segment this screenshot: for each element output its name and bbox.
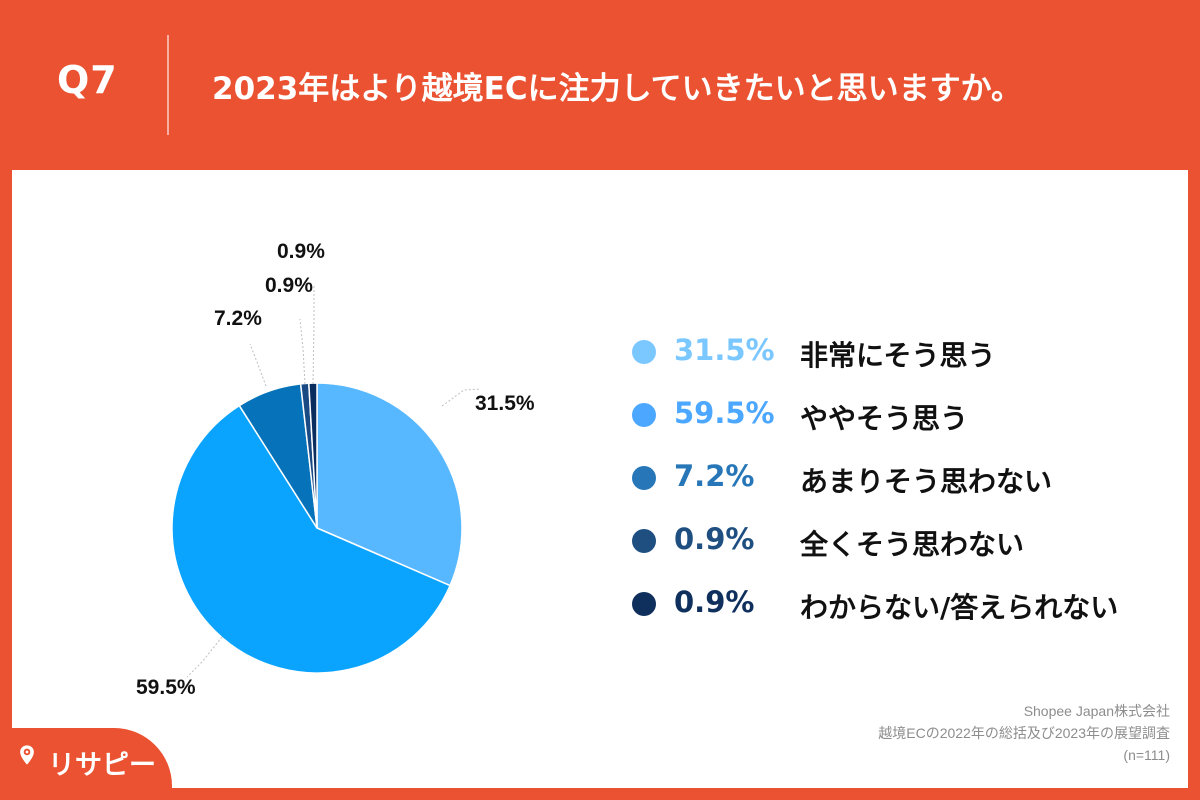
legend-label: 非常にそう思う: [800, 339, 996, 372]
slice-label: 59.5%: [136, 676, 196, 699]
legend-marker: [632, 340, 656, 364]
legend-item: 7.2% あまりそう思わない: [632, 456, 1172, 519]
pie-chart: 31.5%59.5%7.2%0.9%0.9%: [136, 240, 535, 699]
slice-label: 0.9%: [277, 240, 325, 263]
legend-item: 59.5% ややそう思う: [632, 393, 1172, 456]
pie-slice-2: [171, 404, 452, 674]
slice-label-leader: [299, 318, 306, 385]
slice-label-leader: [186, 636, 223, 678]
legend-percentage: 31.5%: [674, 333, 775, 367]
legend-marker: [632, 466, 656, 490]
question-number: Q7: [57, 58, 118, 102]
legend-marker: [632, 592, 656, 616]
legend-item: 0.9% わからない/答えられない: [632, 582, 1172, 645]
legend-marker: [632, 403, 656, 427]
source-note: Shopee Japan株式会社 越境ECの2022年の総括及び2023年の展望…: [770, 700, 1170, 766]
legend-percentage: 0.9%: [674, 585, 755, 619]
slice-label-leader: [249, 343, 267, 387]
location-pin-icon: [20, 745, 34, 765]
sample-size: (n=111): [1123, 747, 1170, 763]
slice-label-leader: [312, 285, 315, 385]
slice-label: 7.2%: [214, 307, 262, 330]
slice-label: 0.9%: [265, 274, 313, 297]
legend-item: 31.5% 非常にそう思う: [632, 330, 1172, 393]
legend-item: 0.9% 全くそう思わない: [632, 519, 1172, 582]
legend-percentage: 0.9%: [674, 522, 755, 556]
brand-name: リサピー: [48, 750, 156, 781]
chart-panel: 31.5% 59.5% 7.2% 0.9% 0.9% 31.5% 非常にそう思う 59.…: [12, 170, 1188, 788]
slice-label-leader: [441, 388, 481, 407]
legend-label: 全くそう思わない: [800, 528, 1025, 561]
legend-label: ややそう思う: [800, 402, 969, 435]
pie-slice-1: [316, 382, 463, 587]
legend-percentage: 7.2%: [674, 459, 755, 493]
slice-label: 31.5%: [475, 392, 535, 415]
legend-marker: [632, 529, 656, 553]
legend-label: あまりそう思わない: [800, 465, 1053, 498]
legend-label: わからない/答えられない: [800, 591, 1119, 624]
source-survey: 越境ECの2022年の総括及び2023年の展望調査: [878, 725, 1170, 741]
question-text: 2023年はより越境ECに注力していきたいと思いますか。: [212, 71, 1023, 107]
header-divider: [167, 35, 169, 135]
header: Q7 2023年はより越境ECに注力していきたいと思いますか。: [0, 0, 1200, 170]
brand-badge: リサピー: [0, 728, 172, 800]
legend-percentage: 59.5%: [674, 396, 775, 430]
source-company: Shopee Japan株式会社: [1023, 703, 1170, 719]
legend: 31.5% 非常にそう思う 59.5% ややそう思う 7.2% あまりそう思わな…: [632, 330, 1172, 645]
